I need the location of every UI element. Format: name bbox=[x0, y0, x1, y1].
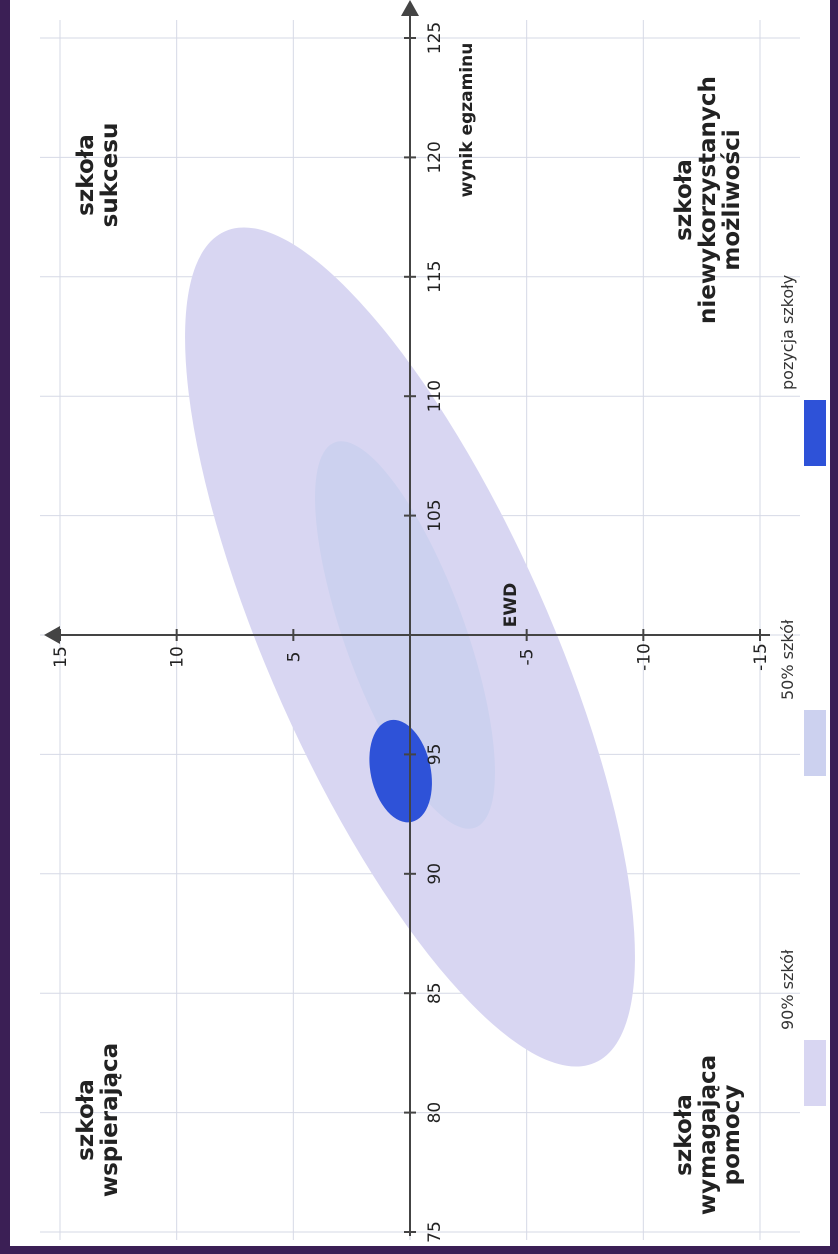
legend-swatch bbox=[804, 710, 826, 776]
chart-canvas: 75 80 85 90 95 105 110 115 120 125 -15 -10 -5 5 10 15 w… bbox=[10, 0, 830, 1246]
quadrant-label-top-left: szkoła bbox=[73, 1079, 99, 1161]
quadrant-label-top-right: sukcesu bbox=[97, 123, 123, 228]
legend-label: 50% szkół bbox=[778, 619, 797, 700]
x-axis-title: wynik egzaminu bbox=[457, 43, 477, 198]
y-axis-arrow bbox=[44, 626, 60, 644]
y-axis-title: EWD bbox=[501, 583, 521, 627]
score-tick-label: 120 bbox=[425, 141, 445, 173]
quadrant-label-bottom-right: szkoła bbox=[671, 159, 697, 241]
score-tick-label: 125 bbox=[425, 22, 445, 54]
quadrant-label-bottom-right: możliwości bbox=[719, 129, 745, 270]
ewd-tick-label: -5 bbox=[518, 649, 538, 666]
score-tick-label: 105 bbox=[425, 499, 445, 531]
ewd-chart: 75 80 85 90 95 105 110 115 120 125 -15 -10 -5 5 10 15 w… bbox=[40, 0, 826, 1243]
quadrant-label-bottom-right: niewykorzystanych bbox=[695, 76, 721, 324]
ewd-tick-label: -10 bbox=[634, 643, 654, 671]
ewd-tick-label: 5 bbox=[284, 652, 304, 663]
legend-swatch bbox=[804, 400, 826, 466]
legend-swatch bbox=[804, 1040, 826, 1106]
school-position bbox=[369, 719, 432, 823]
legend-label: pozycja szkoły bbox=[778, 275, 797, 390]
legend: 90% szkół 50% szkół pozycja szkoły bbox=[778, 275, 826, 1106]
quadrant-label-top-right: szkoła bbox=[73, 134, 99, 216]
score-tick-label: 115 bbox=[425, 261, 445, 293]
quadrant-label-bottom-left: szkoła bbox=[671, 1094, 697, 1176]
legend-label: 90% szkół bbox=[778, 949, 797, 1030]
labels: wynik egzaminu EWD bbox=[457, 43, 521, 628]
ewd-tick-label: 10 bbox=[168, 646, 188, 668]
quadrant-labels: szkoławspierającaszkołasukcesuszkoławyma… bbox=[73, 76, 745, 1215]
ticks: 75 80 85 90 95 105 110 115 120 125 -15 -10 -5 5 10 15 bbox=[51, 22, 771, 1243]
quadrant-label-top-left: wspierająca bbox=[97, 1043, 123, 1197]
quadrant-label-bottom-left: pomocy bbox=[719, 1085, 745, 1186]
score-tick-label: 80 bbox=[425, 1102, 445, 1124]
quadrant-label-bottom-left: wymagająca bbox=[695, 1055, 721, 1215]
score-tick-label: 85 bbox=[425, 982, 445, 1004]
ewd-tick-label: 15 bbox=[51, 646, 71, 668]
ewd-tick-label: -15 bbox=[751, 643, 771, 671]
score-tick-label: 110 bbox=[425, 380, 445, 412]
score-tick-label: 90 bbox=[425, 863, 445, 885]
score-tick-label: 95 bbox=[425, 744, 445, 766]
score-tick-label: 75 bbox=[425, 1221, 445, 1243]
x-axis-arrow bbox=[401, 0, 419, 16]
